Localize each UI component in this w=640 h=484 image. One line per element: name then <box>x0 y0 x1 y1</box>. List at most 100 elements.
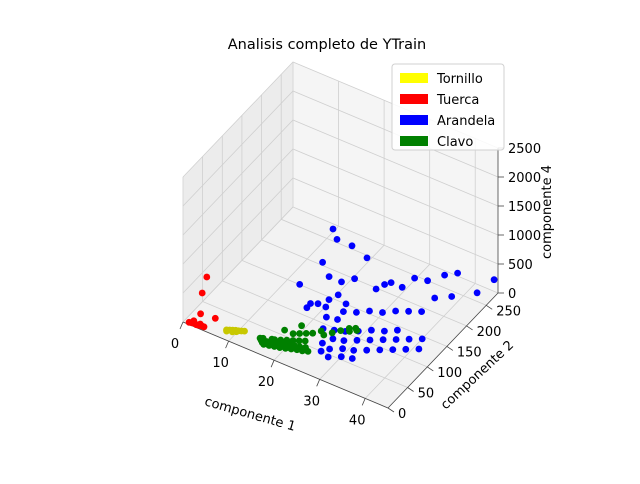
chart-title: Analisis completo de YTrain <box>228 37 426 53</box>
data-point <box>490 276 498 284</box>
data-point <box>398 283 406 291</box>
data-point <box>302 330 310 337</box>
legend-label: Clavo <box>437 135 473 150</box>
x-tick-mark <box>225 340 229 349</box>
data-point <box>289 330 297 338</box>
data-point <box>381 281 388 288</box>
z-grid-line <box>182 119 499 236</box>
data-point <box>392 336 400 343</box>
data-point <box>298 322 305 330</box>
legend-box <box>391 63 505 151</box>
data-point <box>325 296 333 303</box>
data-point <box>323 313 330 321</box>
data-point <box>387 279 395 286</box>
data-point <box>353 309 360 316</box>
z-tick-label: 1500 <box>508 200 541 215</box>
data-point <box>405 307 412 315</box>
data-point <box>448 293 456 300</box>
data-point <box>379 309 386 316</box>
data-point <box>340 308 347 315</box>
data-point <box>368 326 375 334</box>
data-point <box>379 336 387 344</box>
z-tick-label: 2000 <box>508 171 541 186</box>
data-point <box>405 335 413 343</box>
data-point <box>333 236 341 243</box>
data-point <box>309 329 317 337</box>
z-grid-line <box>182 148 499 265</box>
y-tick-mark <box>387 407 395 413</box>
axis-lines <box>182 148 499 409</box>
data-point <box>366 307 373 315</box>
z-grid-line <box>182 206 499 323</box>
x-tick-mark <box>361 398 366 406</box>
data-point <box>350 347 358 354</box>
y-tick-label: 50 <box>418 387 435 402</box>
data-point <box>232 328 240 336</box>
legend-swatch <box>400 94 428 104</box>
data-point <box>424 277 431 285</box>
data-point <box>317 327 325 335</box>
data-point <box>366 336 374 344</box>
data-point <box>353 336 361 344</box>
data-point <box>197 310 205 318</box>
data-point <box>260 341 268 348</box>
z-axis-label: componente 4 <box>540 165 555 259</box>
data-point <box>303 304 311 312</box>
data-point <box>389 346 397 353</box>
data-point <box>190 317 198 325</box>
data-point <box>304 348 312 355</box>
data-point <box>326 345 333 353</box>
z-grid-line <box>182 177 499 294</box>
x-tick-label: 20 <box>258 375 275 390</box>
data-point <box>198 289 206 297</box>
data-point <box>363 254 371 262</box>
data-point <box>241 327 248 335</box>
data-point <box>317 347 325 355</box>
data-point <box>319 258 326 266</box>
data-point <box>402 345 410 353</box>
z-tick-label: 500 <box>508 258 533 273</box>
data-point <box>296 330 303 337</box>
legend-swatch <box>400 136 428 146</box>
data-point <box>277 336 285 344</box>
y-tick-mark <box>427 366 434 372</box>
x-tick-mark <box>179 321 184 330</box>
series-clavo <box>256 322 361 355</box>
data-point <box>282 344 289 352</box>
data-point <box>363 346 371 354</box>
data-point <box>289 337 297 344</box>
data-point <box>415 345 423 353</box>
y-tick-label: 150 <box>457 345 482 360</box>
data-point <box>295 337 303 345</box>
data-point <box>223 327 231 335</box>
data-point <box>351 275 358 283</box>
x-tick-mark <box>316 379 321 387</box>
data-point <box>211 314 219 322</box>
x-tick-label: 10 <box>212 356 229 371</box>
data-point <box>340 337 348 344</box>
data-point <box>281 326 288 334</box>
z-tick-label: 0 <box>508 287 516 302</box>
series-tuerca <box>185 273 219 331</box>
y-tick-mark <box>485 304 493 310</box>
data-point <box>346 328 353 335</box>
data-point <box>329 335 337 343</box>
legend-swatch <box>400 73 428 83</box>
data-point <box>338 278 345 286</box>
x-axis-label: componente 1 <box>203 394 297 434</box>
data-point <box>372 285 380 293</box>
z-tick-label: 1000 <box>508 229 541 244</box>
data-point <box>283 336 291 344</box>
x-tick-mark <box>270 360 275 368</box>
data-point <box>322 303 330 311</box>
y-tick-label: 200 <box>477 325 502 340</box>
data-point <box>196 320 204 328</box>
data-point <box>203 273 211 281</box>
legend-swatch <box>400 115 428 125</box>
data-point <box>334 316 341 323</box>
data-point <box>256 334 264 342</box>
data-point <box>319 339 326 347</box>
